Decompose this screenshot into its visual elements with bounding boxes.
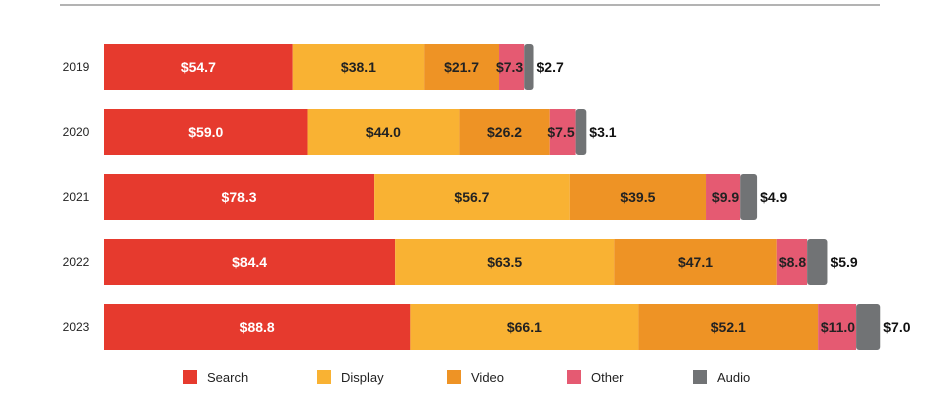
legend-item-other: Other: [567, 370, 624, 385]
year-label-2019: 2019: [63, 60, 90, 74]
legend-swatch-other: [567, 370, 581, 384]
data-label-search-2021: $78.3: [222, 189, 257, 205]
bar-audio-2020: [575, 109, 587, 155]
bar-video-2020: [459, 109, 550, 155]
data-label-video-2022: $47.1: [678, 254, 713, 270]
legend-swatch-display: [317, 370, 331, 384]
legend-swatch-video: [447, 370, 461, 384]
data-label-other-2019: $7.3: [496, 59, 523, 75]
bar-video-2022: [614, 239, 777, 285]
bars-group: 2019 $54.7 $38.1 $21.7 $7.3 $2.7 2020 $59.0 $44.…: [63, 44, 911, 350]
legend: Search Display Video Other Audio: [183, 370, 750, 385]
year-label-2021: 2021: [63, 190, 90, 204]
year-label-2023: 2023: [63, 320, 90, 334]
bar-audio-2019: [524, 44, 534, 90]
bar-search-2023: [104, 304, 411, 350]
data-label-audio-2021: $4.9: [760, 189, 787, 205]
legend-label-video: Video: [471, 370, 504, 385]
bar-other-2023: [818, 304, 857, 350]
data-label-search-2020: $59.0: [188, 124, 223, 140]
data-label-display-2022: $63.5: [487, 254, 522, 270]
data-label-video-2021: $39.5: [620, 189, 655, 205]
bar-other-2022: [776, 239, 808, 285]
legend-item-video: Video: [447, 370, 504, 385]
data-label-video-2020: $26.2: [487, 124, 522, 140]
data-label-search-2023: $88.8: [240, 319, 275, 335]
data-label-other-2020: $7.5: [547, 124, 574, 140]
data-label-other-2021: $9.9: [712, 189, 739, 205]
bar-video-2021: [569, 174, 707, 220]
legend-label-other: Other: [591, 370, 624, 385]
bar-video-2023: [638, 304, 819, 350]
data-label-display-2023: $66.1: [507, 319, 542, 335]
bar-audio-2023: [856, 304, 881, 350]
bar-display-2023: [410, 304, 639, 350]
bar-search-2019: [104, 44, 293, 90]
data-label-search-2022: $84.4: [232, 254, 267, 270]
bar-display-2022: [395, 239, 615, 285]
bar-search-2022: [104, 239, 396, 285]
bar-display-2019: [292, 44, 425, 90]
data-label-other-2022: $8.8: [779, 254, 806, 270]
data-label-audio-2019: $2.7: [537, 59, 564, 75]
bar-search-2021: [104, 174, 375, 220]
legend-label-display: Display: [341, 370, 384, 385]
legend-swatch-search: [183, 370, 197, 384]
bar-display-2021: [374, 174, 570, 220]
legend-item-search: Search: [183, 370, 248, 385]
bar-video-2019: [424, 44, 500, 90]
data-label-video-2023: $52.1: [711, 319, 746, 335]
legend-swatch-audio: [693, 370, 707, 384]
year-label-2022: 2022: [63, 255, 90, 269]
year-label-2020: 2020: [63, 125, 90, 139]
legend-label-search: Search: [207, 370, 248, 385]
data-label-video-2019: $21.7: [444, 59, 479, 75]
bar-display-2020: [307, 109, 460, 155]
data-label-display-2020: $44.0: [366, 124, 401, 140]
legend-label-audio: Audio: [717, 370, 750, 385]
data-label-display-2019: $38.1: [341, 59, 376, 75]
bar-audio-2021: [740, 174, 758, 220]
data-label-search-2019: $54.7: [181, 59, 216, 75]
data-label-audio-2023: $7.0: [883, 319, 910, 335]
data-label-other-2023: $11.0: [821, 319, 855, 335]
bar-other-2021: [706, 174, 741, 220]
bar-audio-2022: [807, 239, 828, 285]
bar-search-2020: [104, 109, 308, 155]
bar-other-2019: [499, 44, 525, 90]
legend-item-display: Display: [317, 370, 384, 385]
data-label-display-2021: $56.7: [454, 189, 489, 205]
legend-item-audio: Audio: [693, 370, 750, 385]
data-label-audio-2022: $5.9: [830, 254, 857, 270]
data-label-audio-2020: $3.1: [589, 124, 616, 140]
bar-other-2020: [549, 109, 576, 155]
